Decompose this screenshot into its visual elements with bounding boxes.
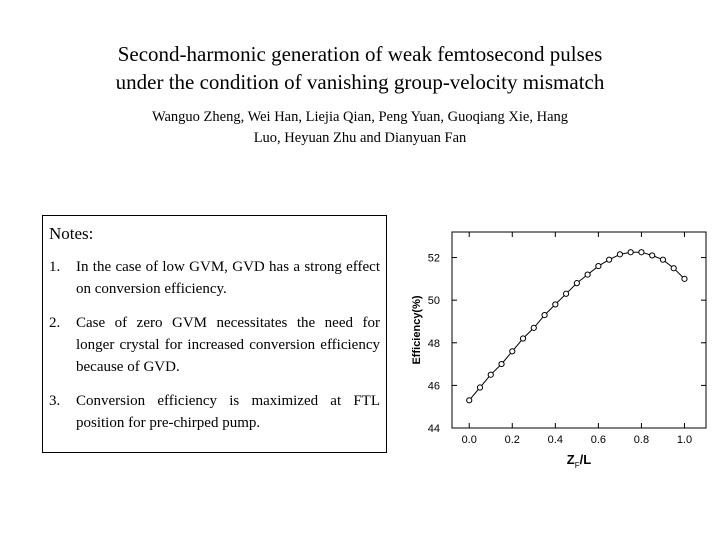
author-list: Wanguo Zheng, Wei Han, Liejia Qian, Peng… [110, 107, 610, 149]
authors-line-2: Luo, Heyuan Zhu and Dianyuan Fan [253, 130, 467, 146]
note-number: 3. [49, 393, 61, 409]
x-tick-label: 0.8 [634, 434, 649, 446]
title-line-2: under the condition of vanishing group-v… [115, 70, 605, 94]
efficiency-chart: 0.0 0.2 0.4 0.6 0.8 1.0 44 46 48 50 52 Efficiency(%… [411, 231, 707, 470]
y-tick-label: 52 [428, 253, 440, 265]
data-point [498, 360, 505, 368]
data-point [519, 335, 527, 342]
data-point [509, 348, 516, 355]
note-item: 3. Conversion efficiency is maximized at… [49, 390, 380, 434]
notes-heading: Notes: [49, 224, 94, 243]
y-tick-label: 46 [428, 380, 440, 392]
data-point [638, 249, 645, 256]
note-text: Case of zero GVM necessitates the need f… [76, 315, 380, 375]
x-tick-label: 1.0 [677, 434, 692, 446]
data-point [584, 271, 591, 278]
data-point [659, 256, 667, 263]
y-tick-label: 48 [428, 338, 440, 350]
note-item: 1. In the case of low GVM, GVD has a str… [49, 256, 380, 300]
data-point [606, 256, 613, 263]
x-axis-label-rest: /L [580, 452, 592, 467]
data-point [670, 265, 677, 272]
x-axis-label-main: Z [567, 452, 575, 467]
data-point [476, 384, 484, 391]
data-point [573, 280, 580, 287]
note-item: 2. Case of zero GVM necessitates the nee… [49, 312, 380, 378]
note-text: Conversion efficiency is maximized at FT… [76, 393, 380, 431]
data-point [595, 262, 602, 270]
y-axis-label: Efficiency(%) [411, 295, 423, 364]
note-number: 2. [49, 315, 61, 331]
y-tick-label: 44 [428, 423, 440, 435]
note-number: 1. [49, 259, 61, 275]
note-text: In the case of low GVM, GVD has a strong… [76, 259, 380, 297]
data-point [627, 249, 634, 256]
x-tick-label: 0.6 [591, 434, 606, 446]
data-point [466, 397, 473, 404]
data-point [649, 252, 656, 259]
plot-frame [451, 231, 707, 429]
y-tick-label: 50 [428, 295, 440, 307]
title-line-1: Second-harmonic generation of weak femto… [117, 42, 603, 66]
authors-line-1: Wanguo Zheng, Wei Han, Liejia Qian, Peng… [151, 109, 569, 125]
notes-list: 1. In the case of low GVM, GVD has a str… [49, 256, 380, 434]
data-point [487, 371, 494, 378]
notes-box: Notes: 1. In the case of low GVM, GVD ha… [42, 215, 387, 453]
data-point [552, 301, 559, 308]
data-point [541, 311, 548, 319]
x-tick-label: 0.4 [548, 434, 563, 446]
x-axis-label: ZF/L [567, 452, 591, 470]
data-point [562, 290, 570, 297]
x-tick-label: 0.0 [462, 434, 477, 446]
data-point [681, 275, 688, 282]
x-tick-label: 0.2 [505, 434, 520, 446]
efficiency-line [468, 251, 685, 401]
data-point [616, 251, 623, 258]
x-axis-label-subscript: F [575, 461, 580, 470]
paper-title: Second-harmonic generation of weak femto… [60, 40, 660, 96]
data-point [530, 324, 537, 331]
